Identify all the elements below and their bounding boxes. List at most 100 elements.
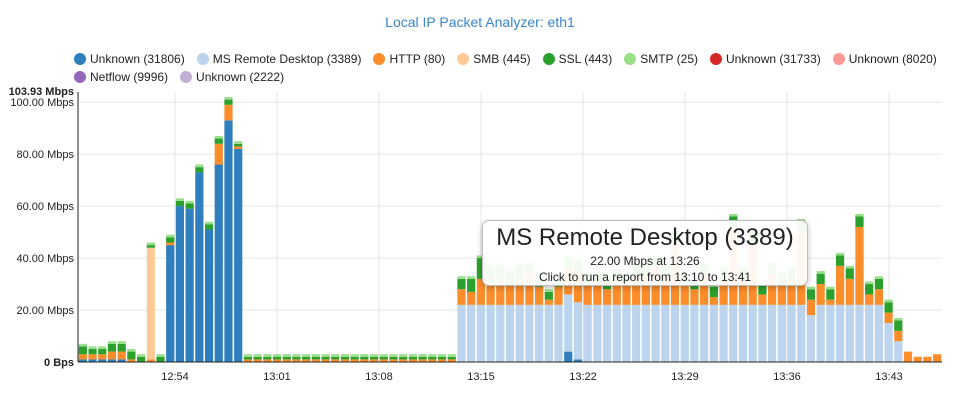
bar-segment[interactable]: [253, 356, 262, 360]
bar-segment[interactable]: [311, 359, 320, 362]
bar-segment[interactable]: [88, 346, 97, 350]
bar-segment[interactable]: [350, 354, 359, 357]
bar-segment[interactable]: [379, 354, 388, 357]
bar-segment[interactable]: [826, 286, 835, 290]
bar-segment[interactable]: [195, 167, 204, 173]
bar-segment[interactable]: [302, 356, 311, 360]
bar-segment[interactable]: [583, 284, 592, 305]
bar-segment[interactable]: [457, 304, 466, 362]
bar-segment[interactable]: [146, 242, 155, 246]
bar-segment[interactable]: [651, 268, 660, 305]
bar-segment[interactable]: [117, 351, 126, 360]
bar-segment[interactable]: [884, 302, 893, 313]
bar-segment[interactable]: [156, 354, 165, 357]
bar-segment[interactable]: [894, 317, 903, 321]
bar-segment[interactable]: [457, 278, 466, 290]
bar-segment[interactable]: [389, 354, 398, 357]
bar-segment[interactable]: [826, 304, 835, 362]
bar-segment[interactable]: [806, 315, 816, 362]
bar-segment[interactable]: [719, 304, 728, 362]
bar-segment[interactable]: [98, 349, 107, 355]
bar-segment[interactable]: [204, 229, 214, 362]
bar-segment[interactable]: [806, 286, 816, 290]
bar-segment[interactable]: [515, 278, 524, 305]
bar-segment[interactable]: [418, 356, 427, 360]
bar-segment[interactable]: [641, 273, 651, 305]
bar-segment[interactable]: [302, 354, 311, 357]
bar-segment[interactable]: [214, 138, 223, 144]
bar-segment[interactable]: [826, 289, 835, 300]
bar-segment[interactable]: [253, 354, 262, 357]
bar-segment[interactable]: [855, 216, 864, 227]
legend-item[interactable]: Unknown (8020): [832, 50, 937, 68]
bar-segment[interactable]: [884, 312, 893, 324]
bar-segment[interactable]: [78, 343, 87, 347]
bar-segment[interactable]: [418, 354, 427, 357]
bar-segment[interactable]: [913, 356, 922, 362]
legend-item[interactable]: SMTP (25): [624, 50, 698, 68]
bar-segment[interactable]: [166, 245, 175, 362]
bar-segment[interactable]: [564, 294, 573, 352]
bar-segment[interactable]: [758, 284, 767, 295]
bar-segment[interactable]: [234, 143, 243, 147]
bar-segment[interactable]: [505, 304, 515, 362]
bar-segment[interactable]: [661, 304, 670, 362]
bar-segment[interactable]: [709, 286, 718, 298]
bar-segment[interactable]: [855, 213, 864, 217]
bar-segment[interactable]: [709, 297, 718, 305]
bar-segment[interactable]: [340, 356, 350, 360]
bar-segment[interactable]: [816, 284, 825, 305]
bar-segment[interactable]: [496, 281, 505, 305]
bar-segment[interactable]: [214, 143, 223, 165]
bar-segment[interactable]: [360, 356, 369, 360]
bar-segment[interactable]: [835, 265, 845, 305]
bar-segment[interactable]: [107, 351, 117, 360]
bar-segment[interactable]: [535, 286, 544, 305]
bar-segment[interactable]: [447, 356, 456, 360]
bar-segment[interactable]: [292, 356, 301, 360]
bar-segment[interactable]: [680, 284, 689, 305]
bar-segment[interactable]: [88, 354, 97, 360]
bar-segment[interactable]: [253, 359, 262, 362]
bar-segment[interactable]: [496, 304, 505, 362]
bar-segment[interactable]: [117, 343, 126, 352]
bar-segment[interactable]: [437, 354, 447, 357]
bar-segment[interactable]: [583, 304, 592, 362]
bar-segment[interactable]: [195, 164, 204, 168]
bar-segment[interactable]: [467, 291, 476, 305]
bar-segment[interactable]: [884, 299, 893, 303]
bar-segment[interactable]: [321, 354, 330, 357]
bar-segment[interactable]: [447, 359, 456, 362]
bar-segment[interactable]: [884, 323, 893, 362]
bar-segment[interactable]: [78, 359, 87, 362]
bar-segment[interactable]: [389, 359, 398, 362]
bar-segment[interactable]: [379, 356, 388, 360]
bar-segment[interactable]: [593, 304, 602, 362]
bar-segment[interactable]: [369, 354, 379, 357]
bar-segment[interactable]: [360, 359, 369, 362]
bar-segment[interactable]: [865, 294, 874, 305]
bar-segment[interactable]: [670, 304, 680, 362]
bar-segment[interactable]: [117, 359, 126, 362]
bar-segment[interactable]: [758, 304, 767, 362]
bar-segment[interactable]: [292, 354, 301, 357]
bar-segment[interactable]: [98, 359, 107, 362]
bar-segment[interactable]: [865, 304, 874, 362]
bar-segment[interactable]: [321, 356, 330, 360]
bar-segment[interactable]: [204, 224, 214, 230]
bar-segment[interactable]: [185, 208, 194, 362]
bar-segment[interactable]: [117, 341, 126, 344]
bar-segment[interactable]: [185, 203, 194, 209]
bar-segment[interactable]: [515, 304, 524, 362]
bar-segment[interactable]: [806, 299, 816, 316]
bar-segment[interactable]: [408, 359, 418, 362]
bar-segment[interactable]: [535, 304, 544, 362]
bar-segment[interactable]: [234, 141, 243, 144]
bar-segment[interactable]: [272, 356, 282, 360]
bar-segment[interactable]: [544, 299, 553, 305]
bar-segment[interactable]: [748, 304, 757, 362]
bar-segment[interactable]: [437, 359, 447, 362]
bar-segment[interactable]: [214, 135, 223, 139]
bar-segment[interactable]: [224, 104, 233, 121]
bar-segment[interactable]: [311, 356, 320, 360]
